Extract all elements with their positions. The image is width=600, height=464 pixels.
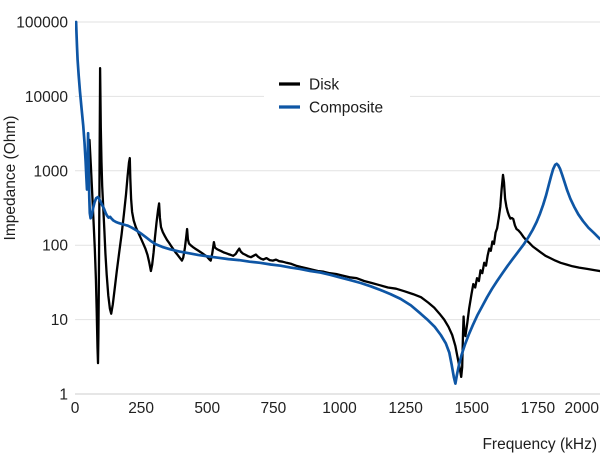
x-tick-1250: 1250: [388, 400, 423, 417]
legend: Disk Composite: [264, 70, 410, 120]
x-tick-1500: 1500: [455, 400, 490, 417]
y-axis-tick-labels: 1 10 100 1000 10000 100000: [16, 15, 68, 404]
series-lines: [75, 20, 600, 385]
x-tick-1750: 1750: [521, 400, 556, 417]
x-tick-250: 250: [128, 400, 154, 417]
y-tick-100000: 100000: [16, 15, 68, 32]
y-tick-1: 1: [59, 387, 68, 404]
x-tick-2000: 2000: [565, 400, 600, 417]
y-tick-100: 100: [42, 238, 68, 255]
y-tick-10000: 10000: [25, 89, 68, 106]
series-line-composite: [75, 20, 600, 385]
legend-label-composite: Composite: [309, 100, 383, 117]
y-tick-1000: 1000: [34, 163, 69, 180]
x-tick-750: 750: [260, 400, 286, 417]
x-tick-1000: 1000: [322, 400, 357, 417]
x-axis-tick-labels: 0 250 500 750 1000 1250 1500 1750 2000: [71, 400, 600, 417]
x-tick-500: 500: [194, 400, 220, 417]
legend-label-disk: Disk: [309, 77, 339, 94]
legend-background: [264, 70, 410, 120]
x-axis-title: Frequency (kHz): [482, 436, 597, 453]
x-tick-0: 0: [71, 400, 80, 417]
series-line-disk: [88, 66, 600, 379]
y-tick-10: 10: [51, 312, 69, 329]
y-axis-title: Impedance (Ohm): [2, 116, 19, 241]
